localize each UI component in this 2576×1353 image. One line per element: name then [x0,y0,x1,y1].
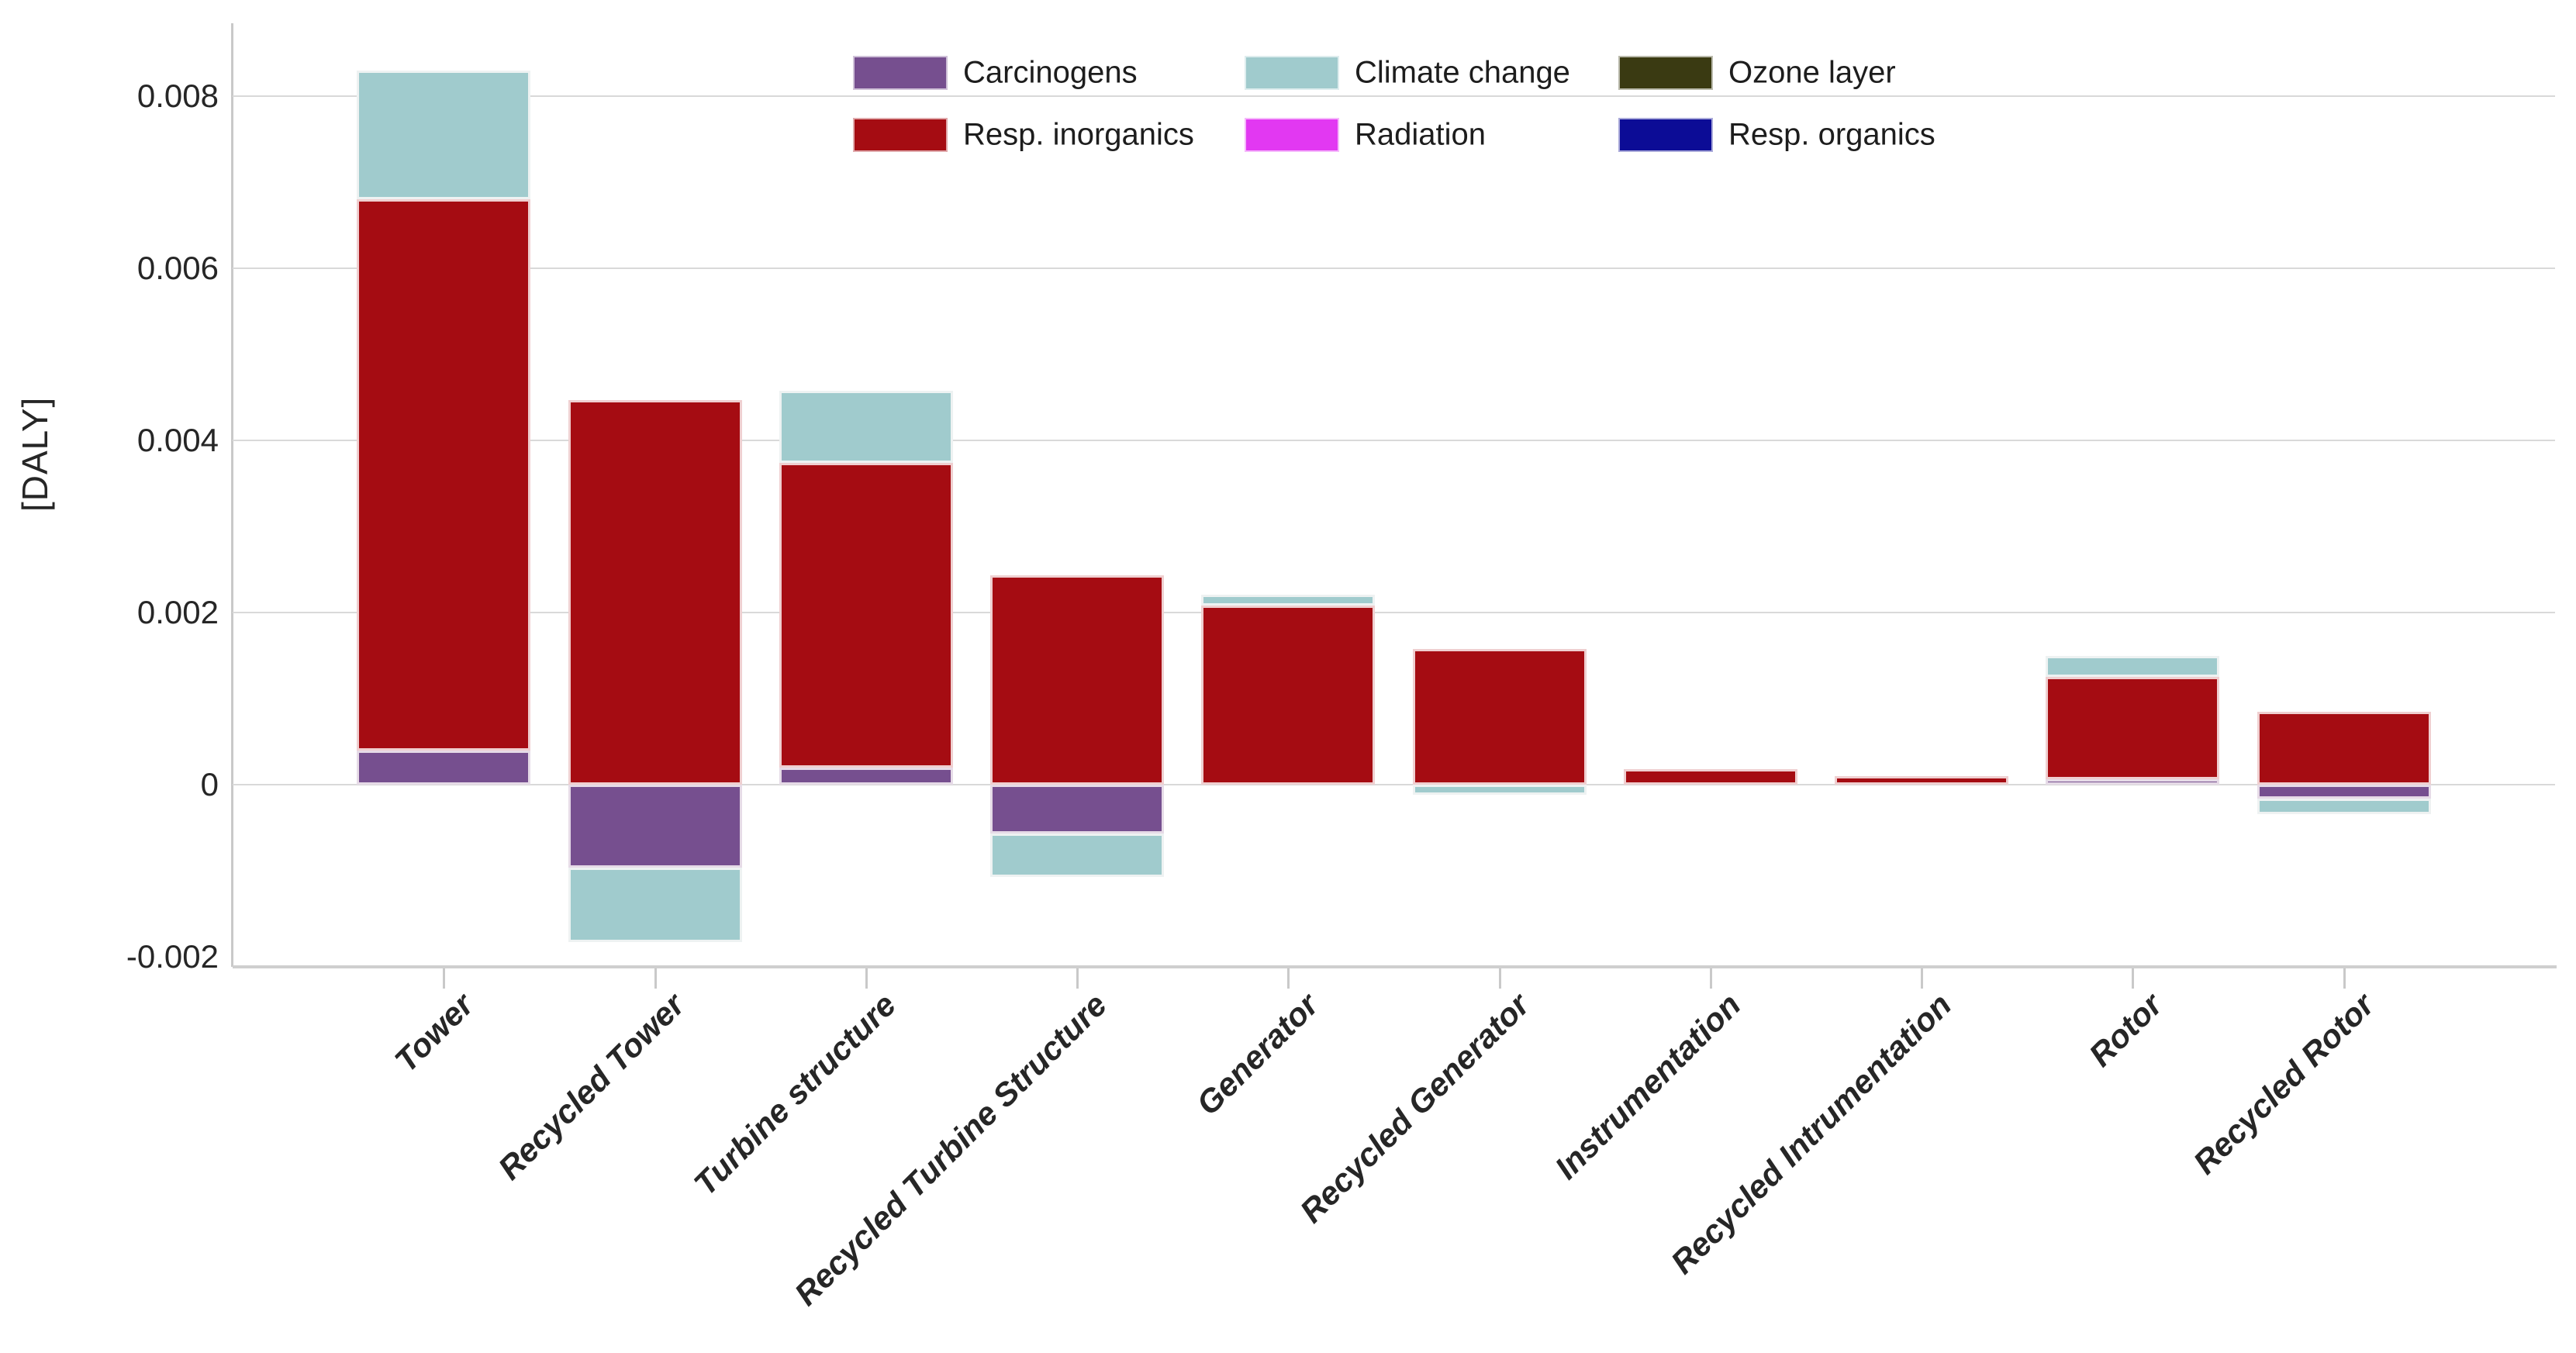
bar-segment-resp_inorganics-recycled-tower [568,400,742,785]
y-axis-line [231,23,233,967]
gridline [233,267,2555,270]
legend-swatch-ozone_layer [1618,56,1713,90]
x-tick-label: Generator [1189,986,1325,1123]
bar-segment-resp_inorganics-tower [357,199,531,751]
bar-segment-resp_inorganics-turbine-structure [779,463,953,768]
bar-segment-climate_change-tower [357,71,531,200]
x-tick-mark [2132,968,2135,989]
x-tick-label: Tower [387,986,481,1079]
gridline [233,612,2555,614]
bar-segment-carcinogens-rotor [2046,779,2220,785]
legend-label: Carcinogens [963,55,1138,90]
y-tick-label: -0.002 [126,937,219,975]
legend-label: Radiation [1355,117,1487,152]
y-tick-label: 0 [200,765,219,802]
bar-segment-climate_change-recycled-tower [568,867,742,943]
legend-swatch-radiation [1245,118,1339,152]
x-axis-line [233,965,2557,968]
x-tick-mark [2343,968,2346,989]
legend-label: Ozone layer [1728,55,1896,90]
legend-swatch-carcinogens [853,56,948,90]
x-tick-label: Recycled Tower [491,986,692,1187]
bar-segment-carcinogens-recycled-rotor [2257,784,2431,799]
legend-label: Resp. inorganics [963,117,1194,152]
bar-segment-resp_inorganics-instrumentation [1623,769,1797,785]
bar-segment-resp_inorganics-recycled-intrumentation [1835,775,2009,785]
x-tick-mark [1709,968,1712,989]
bar-segment-carcinogens-recycled-tower [568,784,742,868]
y-tick-label: 0.006 [136,250,219,287]
gridline [233,440,2555,442]
x-tick-mark [654,968,657,989]
gridline [233,95,2555,98]
bar-segment-climate_change-turbine-structure [779,390,953,463]
legend-label: Resp. organics [1728,117,1935,152]
x-tick-label: Instrumentation [1547,986,1748,1186]
y-tick-label: 0.008 [136,78,219,115]
bar-segment-carcinogens-recycled-turbine-structure [990,784,1165,834]
y-tick-label: 0.004 [136,422,219,459]
bar-segment-resp_inorganics-recycled-rotor [2257,711,2431,785]
x-tick-mark [1287,968,1290,989]
gridline [233,783,2555,785]
x-tick-label: Rotor [2082,986,2170,1074]
x-tick-label: Recycled Rotor [2185,986,2381,1182]
bar-segment-resp_inorganics-recycled-turbine-structure [990,575,1165,785]
x-tick-mark [865,968,868,989]
bar-segment-carcinogens-turbine-structure [779,767,953,785]
bar-segment-climate_change-recycled-turbine-structure [990,834,1165,877]
x-tick-label: Recycled Generator [1293,986,1536,1230]
x-tick-mark [1498,968,1501,989]
x-tick-mark [443,968,446,989]
legend-swatch-climate_change [1245,56,1339,90]
x-tick-mark [1076,968,1079,989]
bar-segment-climate_change-generator [1201,594,1376,606]
bar-segment-climate_change-rotor [2046,655,2220,678]
legend-label: Climate change [1355,55,1570,90]
bar-segment-resp_inorganics-rotor [2046,677,2220,780]
bar-segment-resp_inorganics-recycled-generator [1412,648,1587,785]
bar-segment-carcinogens-tower [357,750,531,785]
y-tick-label: 0.002 [136,594,219,631]
legend-swatch-resp_inorganics [853,118,948,152]
bar-segment-resp_inorganics-generator [1201,606,1376,785]
legend-swatch-resp_organics [1618,118,1713,152]
x-tick-mark [1921,968,1924,989]
bar-segment-climate_change-recycled-rotor [2257,798,2431,814]
x-tick-label: Turbine structure [686,986,903,1203]
plot-area [233,23,2555,965]
bar-segment-climate_change-recycled-generator [1412,784,1587,796]
